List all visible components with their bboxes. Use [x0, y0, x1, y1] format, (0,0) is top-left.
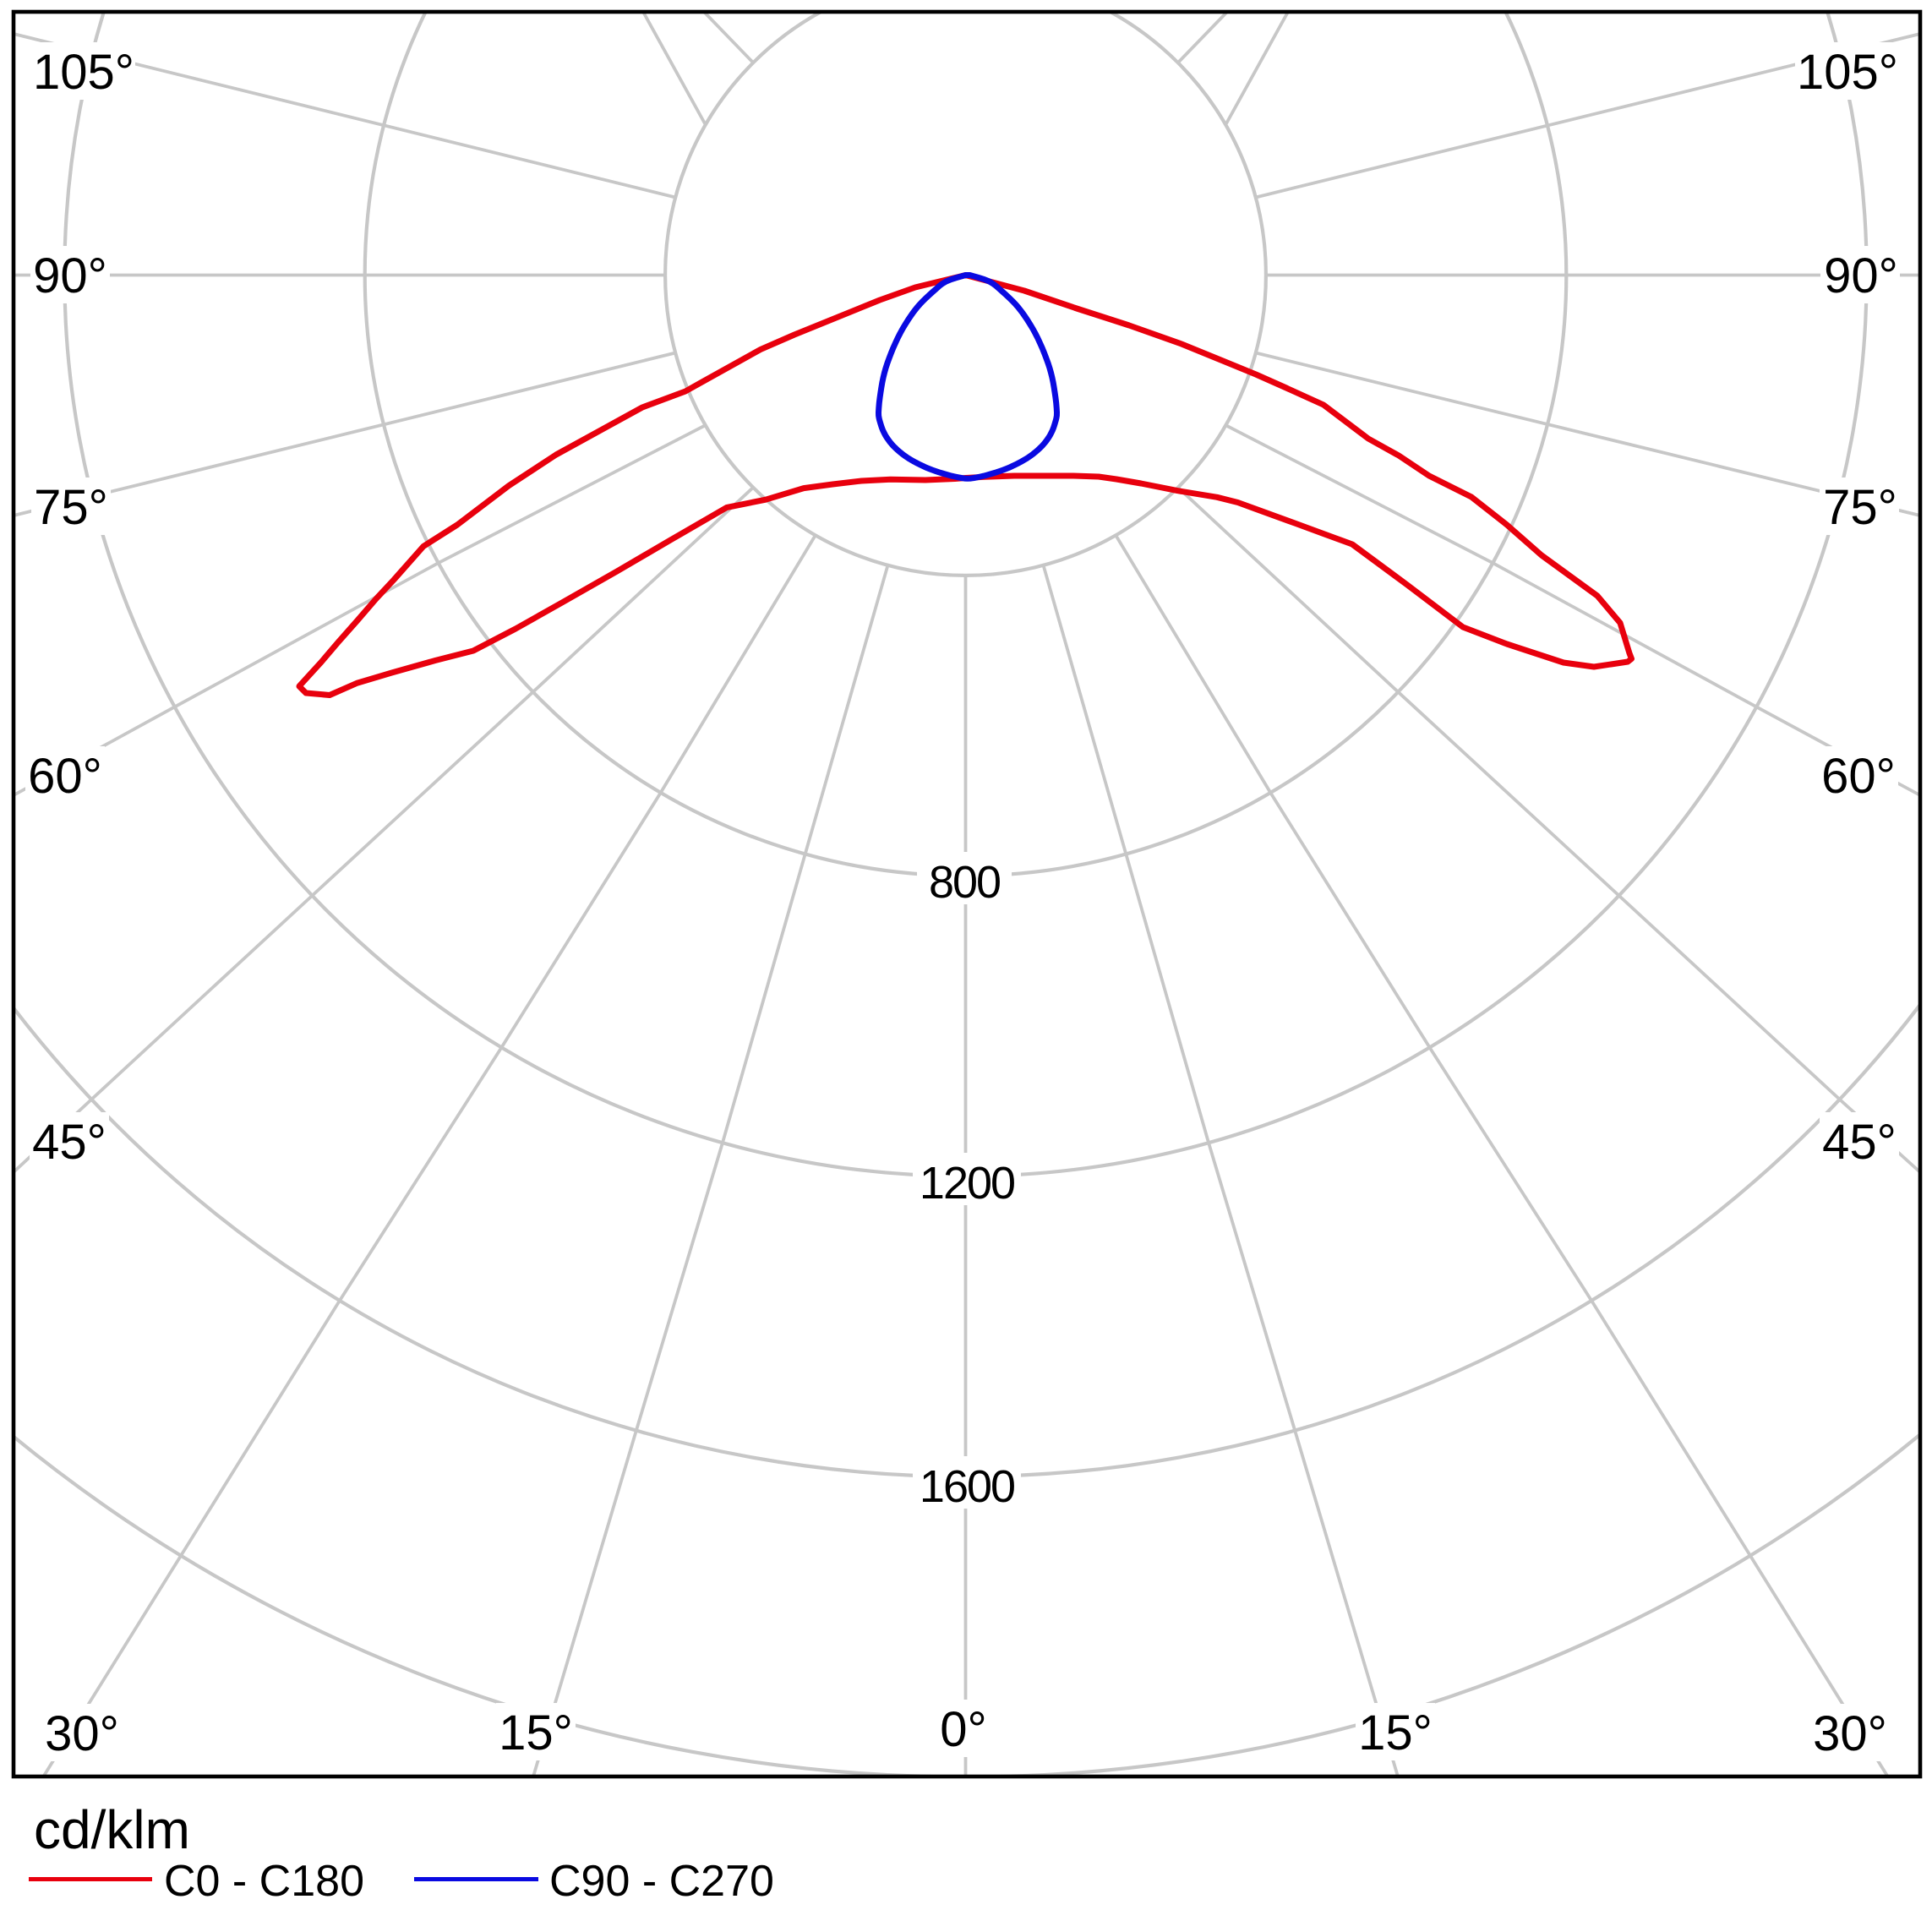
svg-text:C0 - C180: C0 - C180: [164, 1857, 364, 1906]
svg-text:1600: 1600: [920, 1461, 1014, 1512]
svg-text:30°: 30°: [45, 1706, 119, 1761]
svg-text:30°: 30°: [1813, 1706, 1887, 1761]
svg-text:75°: 75°: [1823, 480, 1897, 535]
svg-text:60°: 60°: [28, 749, 102, 804]
svg-text:0°: 0°: [940, 1702, 986, 1757]
svg-text:800: 800: [929, 857, 1000, 908]
svg-text:60°: 60°: [1821, 749, 1896, 804]
svg-text:C90 - C270: C90 - C270: [549, 1857, 774, 1906]
svg-text:45°: 45°: [32, 1115, 106, 1170]
svg-text:15°: 15°: [499, 1706, 573, 1760]
svg-text:1200: 1200: [920, 1158, 1014, 1209]
svg-text:15°: 15°: [1358, 1706, 1433, 1760]
svg-text:105°: 105°: [33, 45, 134, 100]
svg-text:cd/klm: cd/klm: [34, 1799, 190, 1860]
svg-text:45°: 45°: [1822, 1115, 1897, 1170]
svg-text:105°: 105°: [1797, 45, 1898, 100]
svg-text:90°: 90°: [33, 248, 107, 303]
svg-text:75°: 75°: [34, 480, 108, 535]
svg-text:90°: 90°: [1824, 248, 1898, 303]
